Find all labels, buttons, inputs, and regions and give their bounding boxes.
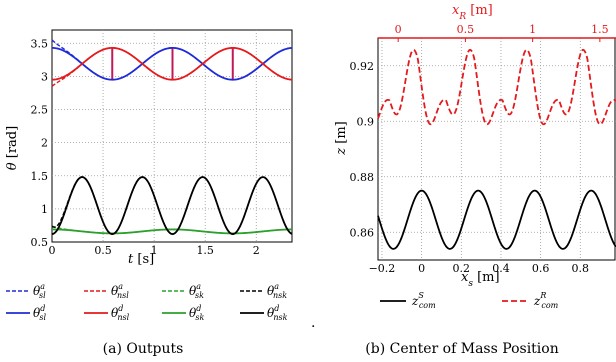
series-line <box>52 228 292 235</box>
panel-a-y-ticks: 0.5 1 1.5 2 2.5 3 3.5 <box>31 37 49 249</box>
panel-a-y-axis-label: θ [rad] <box>5 126 20 170</box>
panel-a-series <box>51 39 293 235</box>
panel-b-series <box>377 48 616 250</box>
x-tick-label: 0.4 <box>492 262 510 275</box>
top-x-tick-label: 0.5 <box>457 23 475 36</box>
y-tick-label: 1 <box>41 203 48 216</box>
panel-a-plot-frame <box>51 29 293 243</box>
y-tick-label: 2 <box>41 137 48 150</box>
panel-a-legend: θa sl θa nsl θa sk θa nsk θd sl θd nsl θd sk θd nsk <box>6 282 288 322</box>
legend-label: θd sl <box>33 304 46 322</box>
caption-b: (b) Center of Mass Position <box>365 341 558 357</box>
legend-label: zS com <box>411 291 436 310</box>
panel-b-com-position: −0.2 0 0.2 0.4 0.6 0.8 0.86 0.88 0.9 0.92 0 0.5 1 1… <box>334 3 616 357</box>
x-tick-label: 2 <box>253 244 260 257</box>
panel-b-x-ticks: −0.2 0 0.2 0.4 0.6 0.8 <box>369 262 589 275</box>
y-tick-label: 0.86 <box>350 226 375 239</box>
legend-label: θa sl <box>33 282 46 300</box>
y-tick-label: 0.9 <box>357 115 375 128</box>
y-tick-label: 0.92 <box>350 60 375 73</box>
panel-b-grid <box>378 38 616 260</box>
panel-a-outputs: 0 0.5 1 1.5 2 0.511.522.533.5 t [s] θ [rad] … <box>5 29 293 357</box>
y-tick-label: 3.5 <box>31 37 49 50</box>
legend-label: θd nsl <box>111 304 130 322</box>
panel-b-y-axis-label: z [m] <box>334 121 349 155</box>
top-x-tick-label: 1 <box>529 23 536 36</box>
series-line <box>377 48 616 126</box>
x-tick-label: 0.5 <box>94 244 112 257</box>
y-tick-label: 1.5 <box>31 170 49 183</box>
y-tick-label: 0.88 <box>350 171 375 184</box>
x-tick-label: 0 <box>418 262 425 275</box>
panel-a-grid <box>52 30 292 242</box>
x-tick-label: 0.2 <box>453 262 471 275</box>
x-tick-label: 0 <box>49 244 56 257</box>
panel-b-plot-frame <box>377 37 616 261</box>
legend-label: zR com <box>533 291 559 310</box>
y-tick-label: 2.5 <box>31 104 49 117</box>
panel-b-x-axis-label: xs [m] <box>461 270 500 289</box>
series-line <box>51 176 293 235</box>
x-tick-label: 1.5 <box>196 244 214 257</box>
x-tick-label: −0.2 <box>369 262 396 275</box>
separator-period: . <box>311 315 315 331</box>
x-tick-label: 0.6 <box>532 262 550 275</box>
top-x-tick-label: 1.5 <box>591 23 609 36</box>
x-tick-label: 0.8 <box>572 262 590 275</box>
series-line <box>377 189 616 250</box>
panel-b-legend: zS com zR com <box>380 291 559 310</box>
panel-a-impact-lines <box>111 47 234 80</box>
legend-label: θa nsk <box>267 282 287 300</box>
y-tick-label: 3 <box>41 70 48 83</box>
panel-a-x-axis-label: t [s] <box>128 252 154 267</box>
legend-label: θa nsl <box>111 282 129 300</box>
legend-label: θd nsk <box>267 304 288 322</box>
panel-b-top-axis-label: xR [m] <box>452 3 493 22</box>
legend-label: θa sk <box>189 282 204 300</box>
series-line <box>51 46 293 81</box>
series-line <box>51 46 293 81</box>
y-tick-label: 0.5 <box>31 236 49 249</box>
caption-a: (a) Outputs <box>103 341 184 357</box>
legend-label: θd sk <box>189 304 204 322</box>
panel-b-top-x-ticks: 0 0.5 1 1.5 <box>378 23 616 42</box>
top-x-tick-label: 0 <box>395 23 402 36</box>
x-tick-label: 1 <box>151 244 158 257</box>
panel-a-x-ticks: 0 0.5 1 1.5 2 <box>49 244 260 257</box>
panel-b-y-ticks: 0.86 0.88 0.9 0.92 <box>350 60 375 240</box>
